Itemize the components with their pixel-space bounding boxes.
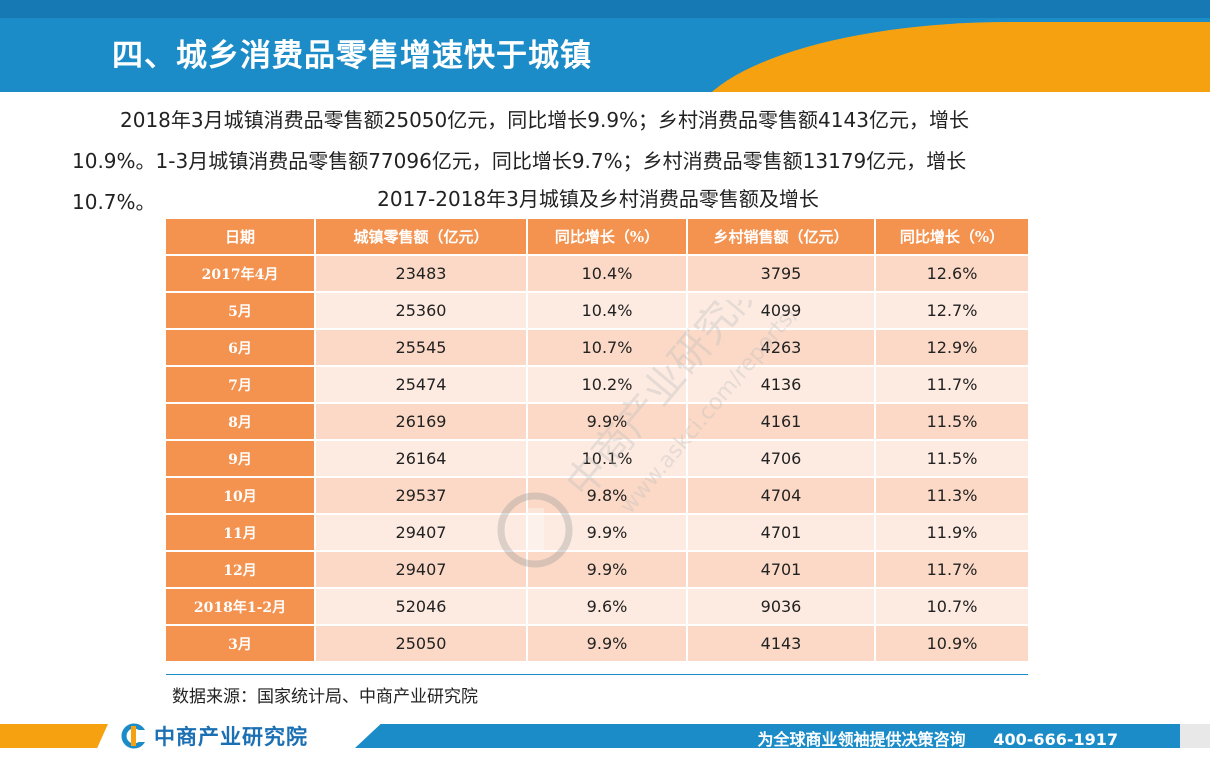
table-row: 6月 25545 10.7% 4263 12.9% (166, 328, 1028, 365)
cell-date: 2017年4月 (166, 254, 316, 291)
cell-rural-sales: 4161 (688, 402, 876, 439)
footer-orange-band (0, 724, 108, 748)
table-row: 11月 29407 9.9% 4701 11.9% (166, 513, 1028, 550)
cell-urban-sales: 26164 (316, 439, 528, 476)
table-row: 8月 26169 9.9% 4161 11.5% (166, 402, 1028, 439)
cell-rural-growth: 12.6% (876, 254, 1028, 291)
cell-urban-sales: 25545 (316, 328, 528, 365)
cell-date: 6月 (166, 328, 316, 365)
cell-rural-sales: 4136 (688, 365, 876, 402)
cell-urban-sales: 25474 (316, 365, 528, 402)
source-divider (166, 674, 1028, 675)
cell-urban-sales: 29537 (316, 476, 528, 513)
cell-rural-growth: 11.9% (876, 513, 1028, 550)
table-row: 7月 25474 10.2% 4136 11.7% (166, 365, 1028, 402)
header-rural-growth: 同比增长（%） (876, 219, 1028, 254)
cell-date: 5月 (166, 291, 316, 328)
footer-logo-text: 中商产业研究院 (154, 725, 308, 749)
table-row: 3月 25050 9.9% 4143 10.9% (166, 624, 1028, 661)
cell-rural-growth: 11.7% (876, 550, 1028, 587)
cell-rural-growth: 10.7% (876, 587, 1028, 624)
cell-date: 11月 (166, 513, 316, 550)
cell-urban-sales: 52046 (316, 587, 528, 624)
cell-urban-sales: 29407 (316, 513, 528, 550)
summary-line-2: 10.9%。1-3月城镇消费品零售额77096亿元，同比增长9.7%；乡村消费品… (72, 149, 967, 173)
cell-urban-sales: 25050 (316, 624, 528, 661)
table-row: 12月 29407 9.9% 4701 11.7% (166, 550, 1028, 587)
phone-number: 400-666-1917 (993, 730, 1118, 749)
footer-blue-band (355, 724, 1210, 748)
cell-rural-growth: 12.9% (876, 328, 1028, 365)
cell-date: 8月 (166, 402, 316, 439)
table-row: 5月 25360 10.4% 4099 12.7% (166, 291, 1028, 328)
page-title: 四、城乡消费品零售增速快于城镇 (112, 38, 592, 74)
footer-gray-tail (1180, 724, 1210, 748)
cell-urban-sales: 23483 (316, 254, 528, 291)
cell-rural-growth: 10.9% (876, 624, 1028, 661)
cell-rural-sales: 4706 (688, 439, 876, 476)
header-rural-sales: 乡村销售额（亿元） (688, 219, 876, 254)
cell-urban-growth: 9.8% (528, 476, 688, 513)
cell-rural-growth: 11.3% (876, 476, 1028, 513)
data-source: 数据来源：国家统计局、中商产业研究院 (172, 687, 478, 707)
cell-urban-sales: 29407 (316, 550, 528, 587)
table-row: 10月 29537 9.8% 4704 11.3% (166, 476, 1028, 513)
cell-urban-growth: 10.2% (528, 365, 688, 402)
summary-line-3: 10.7%。 (72, 190, 156, 214)
cell-date: 7月 (166, 365, 316, 402)
cell-urban-growth: 9.9% (528, 624, 688, 661)
footer-logo: 中商产业研究院 (120, 722, 308, 750)
cell-rural-sales: 4704 (688, 476, 876, 513)
footer-slogan: 为全球商业领袖提供决策咨询 400-666-1917 (758, 726, 1118, 750)
cell-date: 10月 (166, 476, 316, 513)
cell-urban-growth: 10.4% (528, 254, 688, 291)
company-logo-icon (121, 723, 148, 749)
cell-rural-growth: 11.7% (876, 365, 1028, 402)
cell-rural-sales: 3795 (688, 254, 876, 291)
table-body: 2017年4月 23483 10.4% 3795 12.6% 5月 25360 10.4% 40… (166, 254, 1028, 661)
table-header-row: 日期 城镇零售额（亿元） 同比增长（%） 乡村销售额（亿元） 同比增长（%） (166, 219, 1028, 254)
cell-urban-growth: 9.9% (528, 513, 688, 550)
cell-rural-sales: 4263 (688, 328, 876, 365)
cell-date: 9月 (166, 439, 316, 476)
header-urban-growth: 同比增长（%） (528, 219, 688, 254)
cell-urban-growth: 9.9% (528, 402, 688, 439)
table-row: 2017年4月 23483 10.4% 3795 12.6% (166, 254, 1028, 291)
cell-urban-growth: 10.4% (528, 291, 688, 328)
cell-rural-sales: 9036 (688, 587, 876, 624)
cell-urban-growth: 9.6% (528, 587, 688, 624)
cell-date: 12月 (166, 550, 316, 587)
slogan-text: 为全球商业领袖提供决策咨询 (757, 730, 966, 749)
cell-urban-growth: 10.1% (528, 439, 688, 476)
cell-rural-growth: 11.5% (876, 439, 1028, 476)
retail-sales-table: 日期 城镇零售额（亿元） 同比增长（%） 乡村销售额（亿元） 同比增长（%） 2… (166, 219, 1028, 661)
cell-urban-growth: 9.9% (528, 550, 688, 587)
header-date: 日期 (166, 219, 316, 254)
cell-rural-sales: 4099 (688, 291, 876, 328)
summary-paragraph: 2018年3月城镇消费品零售额25050亿元，同比增长9.9%；乡村消费品零售额… (72, 100, 1132, 223)
table-title: 2017-2018年3月城镇及乡村消费品零售额及增长 (168, 184, 1028, 214)
cell-rural-sales: 4701 (688, 513, 876, 550)
table-row: 2018年1-2月 52046 9.6% 9036 10.7% (166, 587, 1028, 624)
cell-urban-sales: 25360 (316, 291, 528, 328)
cell-rural-growth: 11.5% (876, 402, 1028, 439)
header-urban-sales: 城镇零售额（亿元） (316, 219, 528, 254)
cell-date: 2018年1-2月 (166, 587, 316, 624)
cell-rural-growth: 12.7% (876, 291, 1028, 328)
header-banner: 四、城乡消费品零售增速快于城镇 (0, 0, 1210, 92)
cell-rural-sales: 4143 (688, 624, 876, 661)
summary-line-1: 2018年3月城镇消费品零售额25050亿元，同比增长9.9%；乡村消费品零售额… (120, 108, 969, 132)
cell-date: 3月 (166, 624, 316, 661)
table-row: 9月 26164 10.1% 4706 11.5% (166, 439, 1028, 476)
cell-rural-sales: 4701 (688, 550, 876, 587)
cell-urban-sales: 26169 (316, 402, 528, 439)
cell-urban-growth: 10.7% (528, 328, 688, 365)
header-top-strip (0, 0, 1210, 18)
